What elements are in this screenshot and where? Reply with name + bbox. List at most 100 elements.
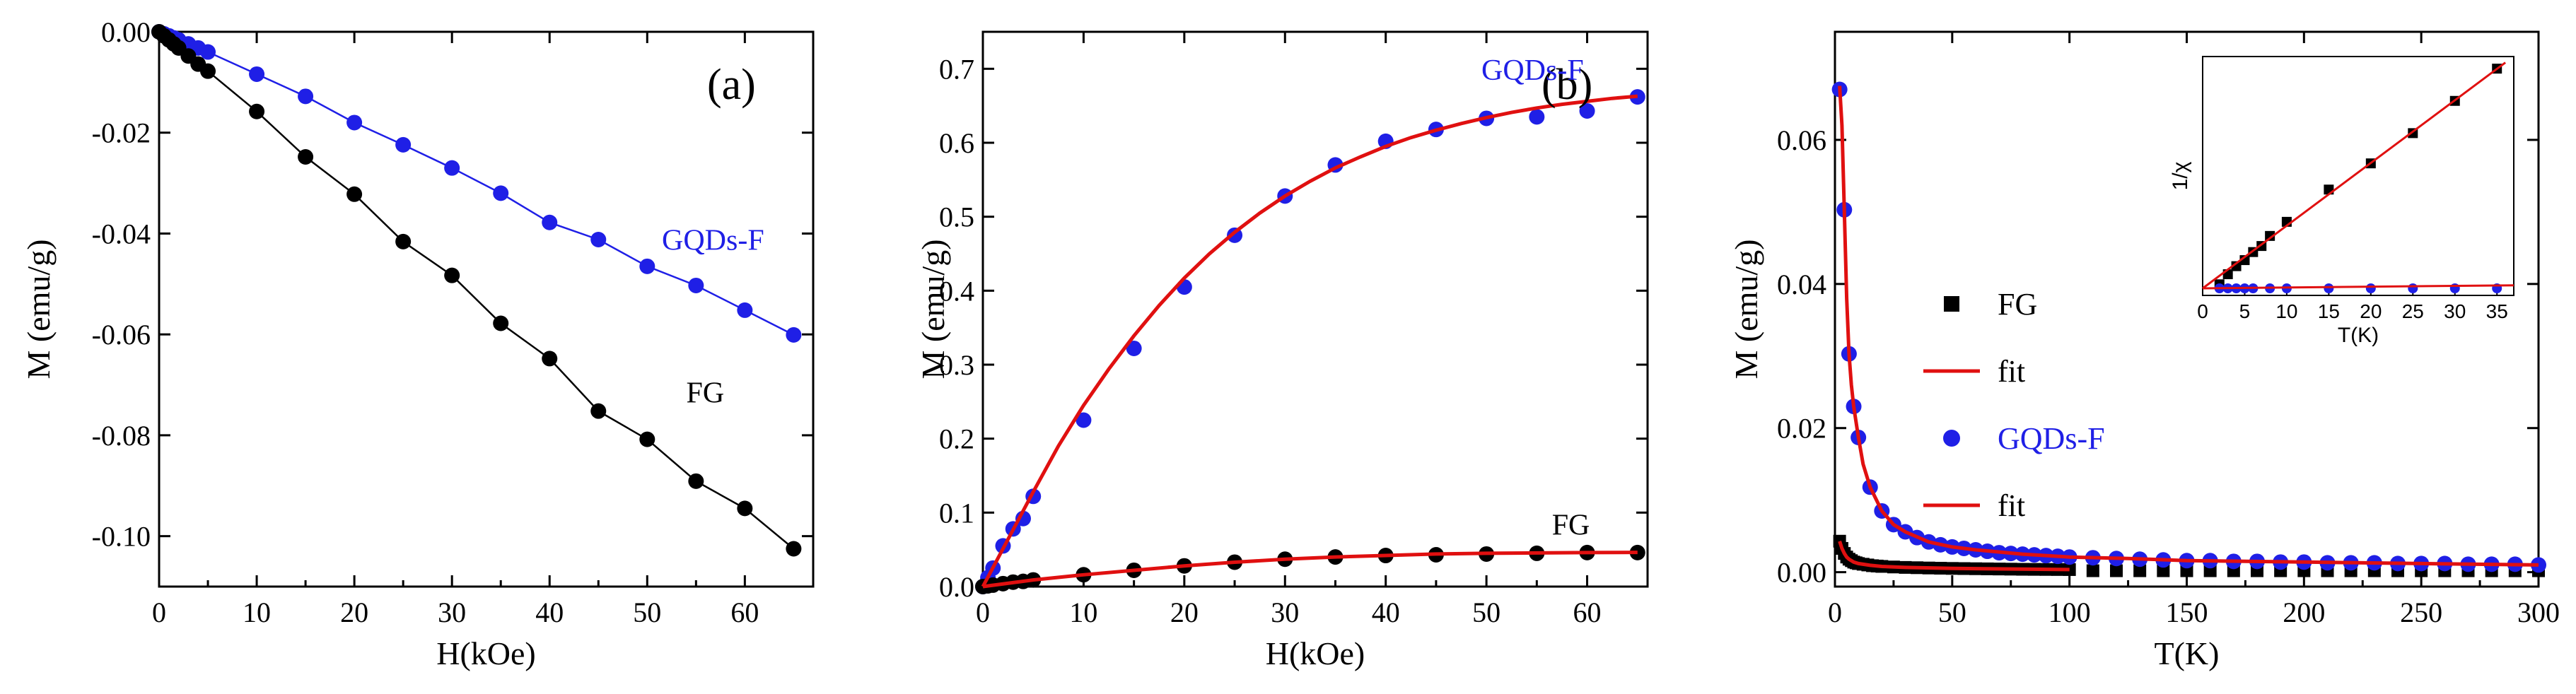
panel-label: (a): [707, 61, 756, 109]
inset-data-point: [2265, 230, 2275, 241]
fit-line: [981, 94, 1638, 588]
y-tick-label: 0.5: [939, 201, 974, 233]
data-point: [493, 315, 509, 331]
legend-swatch-marker: [1944, 296, 1959, 312]
y-tick-label: 0.2: [939, 423, 974, 455]
inset-x-tick-label: 5: [2239, 300, 2251, 322]
data-point: [2531, 557, 2546, 573]
y-tick-label: -0.04: [92, 218, 151, 249]
legend-label: GQDs-F: [1998, 421, 2105, 456]
data-point: [249, 66, 265, 82]
series-gqds-f: [1831, 81, 2546, 573]
x-tick-label: 30: [438, 596, 466, 628]
y-tick-label: -0.08: [92, 420, 151, 452]
y-axis-title: M (emu/g): [21, 239, 57, 379]
data-point: [493, 185, 509, 201]
inset-data-point: [2408, 283, 2418, 293]
series-fg: [151, 24, 802, 557]
panel-label: (b): [1541, 61, 1592, 109]
series-gqds-f: [975, 89, 1645, 594]
x-tick-label: 20: [1170, 596, 1199, 628]
x-tick-label: 0: [976, 596, 990, 628]
data-point: [688, 277, 704, 293]
legend-label: fit: [1998, 354, 2025, 389]
data-point: [590, 232, 607, 248]
x-tick-label: 10: [1069, 596, 1097, 628]
panel-b: 0 10 20 30 40 50 60 0.0 0.1 0.2 0.3 0.4 0.5 0.6 0.7 H(k…: [915, 30, 1649, 671]
fit-line: [1838, 541, 2070, 572]
data-point: [298, 88, 314, 105]
inset-x-tick-label: 15: [2318, 300, 2340, 322]
series-fit: [981, 94, 1638, 588]
y-axis-title: M (emu/g): [1728, 239, 1764, 379]
legend-swatch-marker: [1943, 430, 1960, 447]
x-tick-label: 0: [1828, 596, 1842, 628]
data-point: [444, 160, 460, 176]
data-point: [249, 103, 265, 119]
y-tick-label: 0.00: [101, 16, 151, 48]
x-tick-label: 200: [2283, 596, 2325, 628]
data-point: [737, 500, 753, 517]
x-tick-label: 50: [1938, 596, 1966, 628]
data-point: [2110, 564, 2123, 577]
inset-fit-line: [2202, 284, 2514, 290]
inset-series-fit: [2202, 284, 2514, 290]
y-tick-label: -0.02: [92, 117, 151, 149]
x-tick-label: 30: [1271, 596, 1299, 628]
x-tick-label: 50: [633, 596, 661, 628]
legend-label: FG: [1998, 287, 2037, 322]
y-tick-label: 0.6: [939, 127, 974, 159]
series-annotation: GQDs-F: [1481, 54, 1584, 87]
x-axis-title: T(K): [2155, 635, 2220, 671]
data-point: [200, 44, 216, 60]
plot-frame: [981, 30, 1649, 588]
series-gqds-f: [151, 24, 802, 343]
x-tick-label: 60: [730, 596, 759, 628]
data-point: [688, 473, 704, 489]
inset-frame: [2202, 56, 2514, 296]
data-point: [639, 258, 655, 274]
x-tick-label: 40: [1372, 596, 1400, 628]
panel-c: 0 50 100 150 200 250 3000.000.020.040.06T(K)M …: [1728, 30, 2560, 671]
series-fit: [982, 551, 1638, 589]
legend-label: fit: [1998, 488, 2025, 523]
x-tick-label: 250: [2400, 596, 2442, 628]
data-point: [639, 431, 655, 447]
data-point: [298, 148, 314, 165]
series-fit: [1838, 541, 2070, 572]
inset-x-axis-title: T(K): [2338, 324, 2379, 347]
y-tick-label: 0.00: [1777, 557, 1826, 589]
data-point: [590, 403, 607, 419]
y-tick-label: -0.10: [92, 521, 151, 553]
plot-frame: [158, 30, 815, 588]
data-point: [444, 267, 460, 283]
y-tick-label: 0.04: [1777, 269, 1826, 300]
inset-y-axis-title: 1/χ: [2169, 161, 2192, 190]
y-tick-label: 0.1: [939, 497, 974, 529]
legend: FG fit GQDs-F fit: [1923, 287, 2105, 523]
x-tick-label: 150: [2166, 596, 2208, 628]
x-axis-title: H(kOe): [1266, 635, 1365, 671]
data-point: [395, 233, 412, 249]
y-tick-label: 0.06: [1777, 124, 1826, 156]
x-tick-label: 50: [1472, 596, 1500, 628]
data-point: [2157, 564, 2170, 577]
inset-chart: 0 5 10 15 20 25 30 35 T(K) 1/χ: [2169, 56, 2514, 347]
inset-x-tick-label: 10: [2275, 300, 2297, 322]
series-fit: [1838, 86, 2539, 567]
data-point: [1579, 102, 1595, 119]
inset-x-tick-label: 20: [2360, 300, 2382, 322]
y-tick-label: -0.06: [92, 319, 151, 351]
data-point: [542, 351, 558, 367]
y-tick-label: 0.7: [939, 53, 974, 85]
inset-fit-line: [2202, 61, 2506, 290]
data-point: [542, 214, 558, 230]
series-annotation: FG: [1552, 510, 1590, 542]
inset-data-point: [2231, 261, 2242, 271]
inset-x-tick-label: 0: [2197, 300, 2208, 322]
data-point: [1126, 340, 1142, 356]
inset-x-tick-label: 25: [2402, 300, 2424, 322]
inset-x-tick-label: 30: [2444, 300, 2466, 322]
inset-data-point: [2365, 283, 2376, 293]
x-tick-label: 40: [535, 596, 564, 628]
